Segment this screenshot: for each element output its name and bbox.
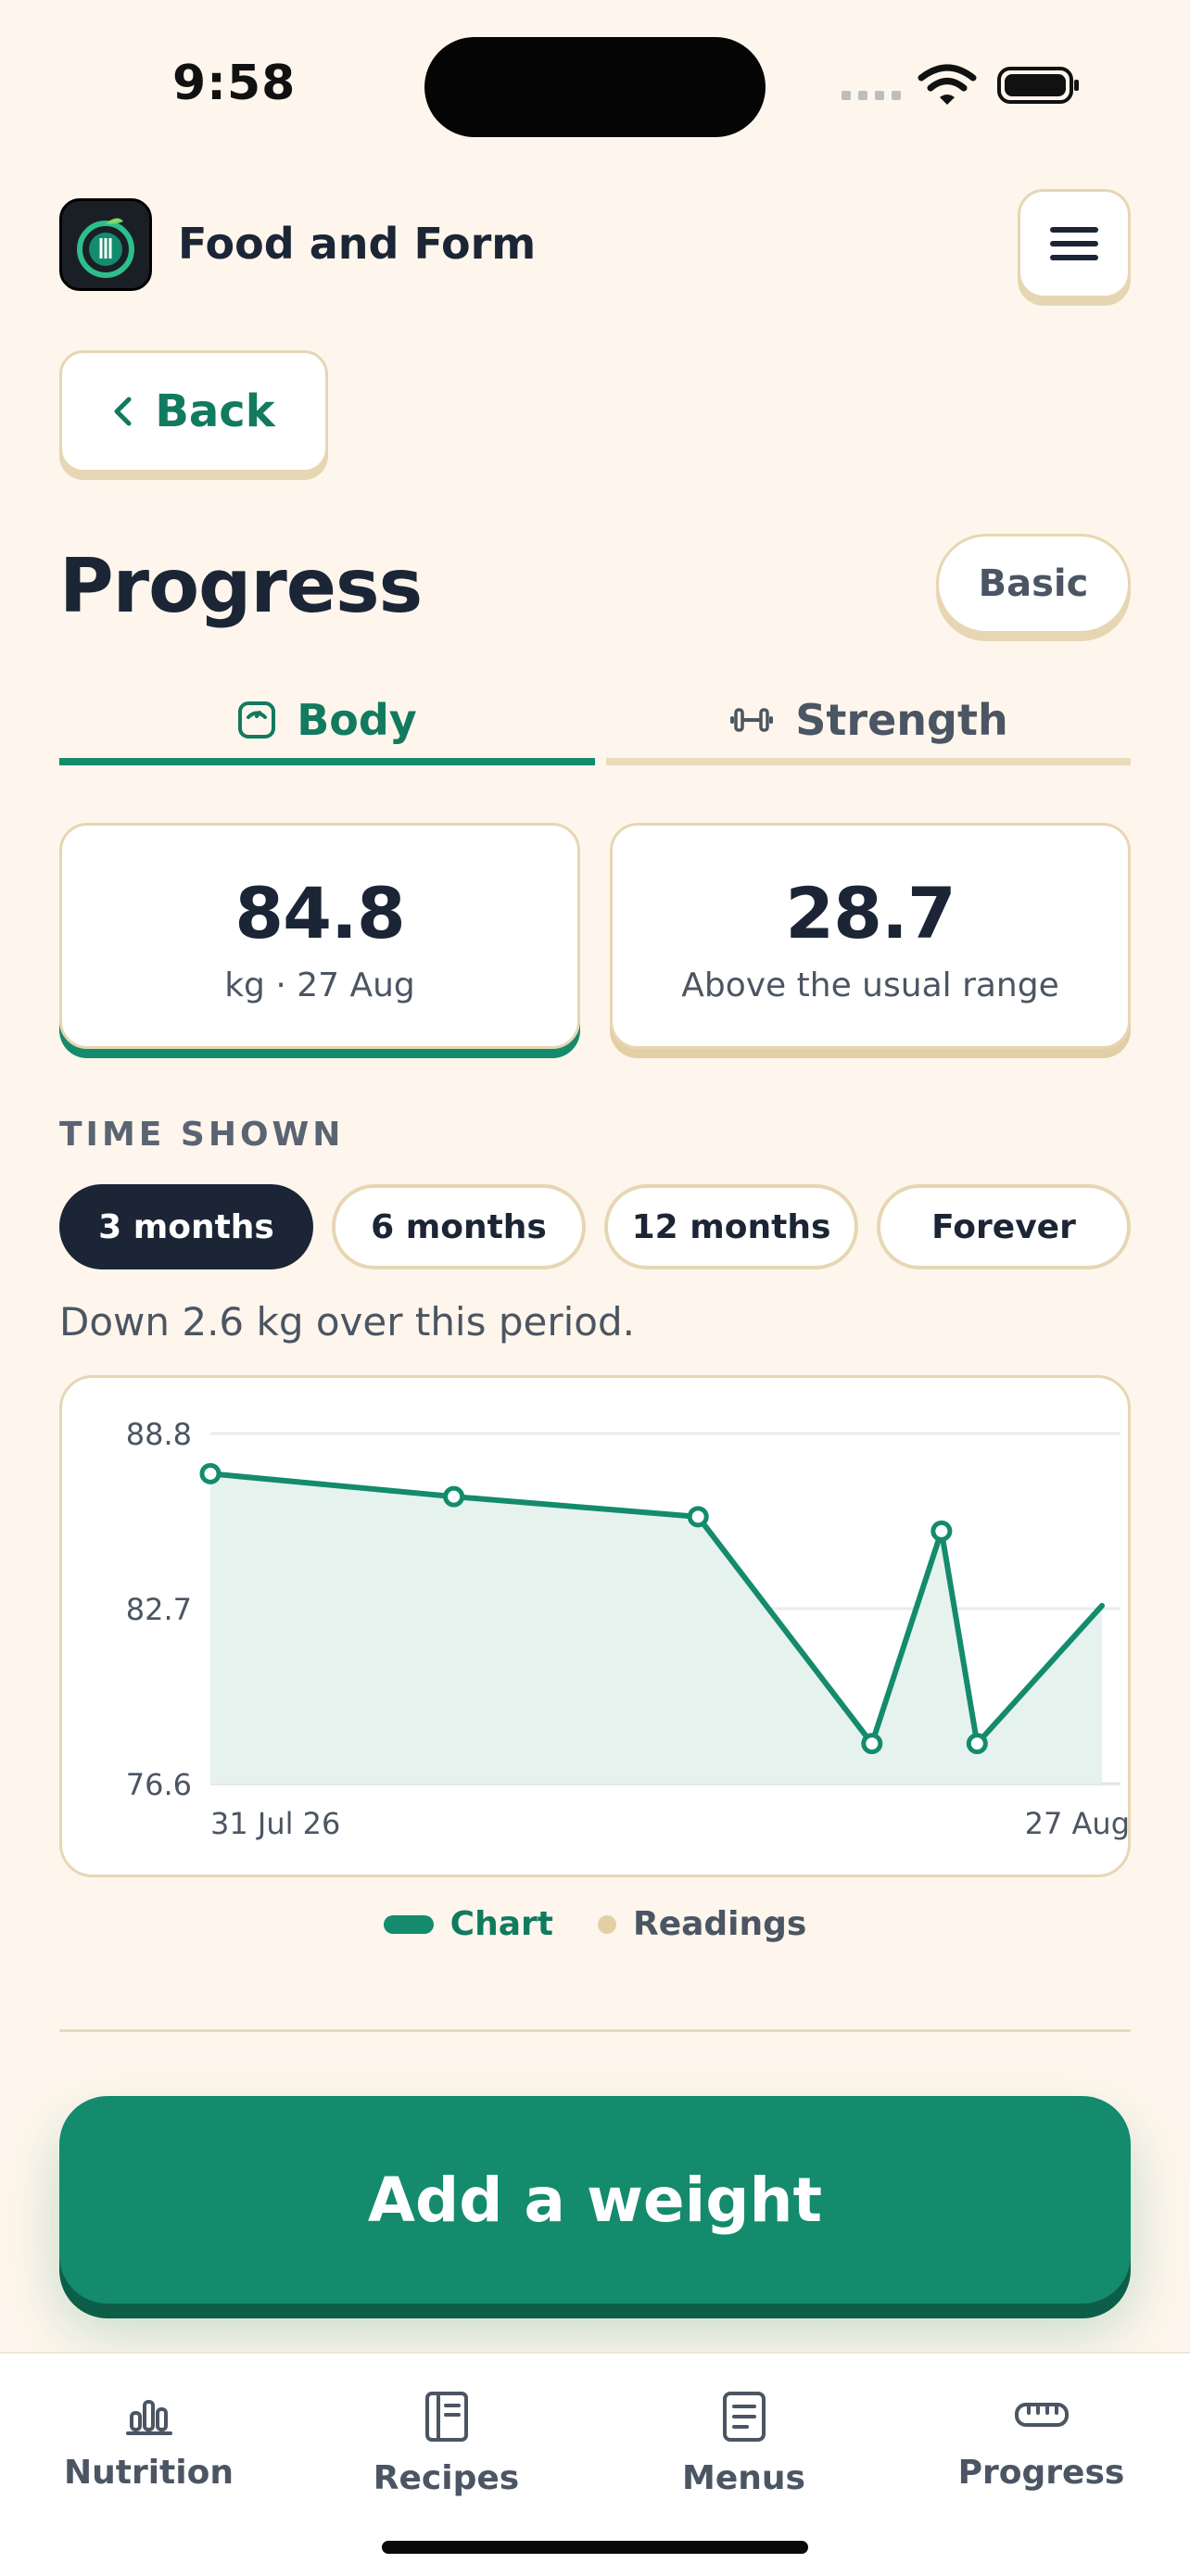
- legend-label-readings: Readings: [632, 1905, 807, 1943]
- y-tick-label: 76.6: [126, 1767, 192, 1802]
- chart-point: [966, 1733, 988, 1755]
- x-tick-label: 27 Aug: [1025, 1806, 1130, 1841]
- chart-legend: Chart Readings: [0, 1905, 1190, 1943]
- bmi-stat-card: 28.7 Above the usual range: [610, 823, 1131, 1049]
- plan-badge[interactable]: Basic: [936, 534, 1131, 634]
- chart-area: [210, 1473, 1102, 1784]
- nav-item-nutrition[interactable]: Nutrition: [0, 2391, 298, 2492]
- legend-line-swatch: [383, 1914, 434, 1934]
- weight-value: 84.8: [234, 872, 406, 954]
- nav-label-recipes: Recipes: [373, 2459, 520, 2497]
- signal-icon: [842, 91, 901, 100]
- legend-dot-swatch: [597, 1914, 616, 1934]
- legend-label-chart: Chart: [449, 1905, 553, 1943]
- tab-body-label: Body: [297, 695, 417, 745]
- add-weight-button[interactable]: Add a weight: [59, 2096, 1131, 2304]
- scale-icon: [238, 701, 276, 739]
- chart-point: [930, 1520, 953, 1542]
- weight-chart: 88.8 82.7 76.6 31 Jul 26 27 Aug: [59, 1375, 1131, 1877]
- legend-item-readings: Readings: [597, 1905, 807, 1943]
- section-divider: [59, 2029, 1131, 2032]
- nav-label-nutrition: Nutrition: [64, 2454, 234, 2492]
- range-chip-forever[interactable]: Forever: [877, 1184, 1131, 1269]
- nav-item-recipes[interactable]: Recipes: [298, 2391, 595, 2497]
- legend-item-chart: Chart: [383, 1905, 553, 1943]
- menu-button[interactable]: [1018, 189, 1131, 298]
- tab-body[interactable]: Body: [59, 682, 595, 765]
- app-title: Food and Form: [178, 219, 537, 269]
- battery-icon: [997, 67, 1079, 104]
- page-title: Progress: [59, 543, 423, 629]
- document-icon: [722, 2392, 766, 2442]
- tab-strength-label: Strength: [795, 695, 1008, 745]
- period-summary: Down 2.6 kg over this period.: [59, 1299, 635, 1345]
- tab-strength[interactable]: Strength: [606, 682, 1131, 765]
- chart-point: [443, 1485, 465, 1508]
- x-tick-label: 31 Jul 26: [210, 1806, 340, 1841]
- time-shown-label: TIME SHOWN: [59, 1116, 345, 1154]
- measuring-tape-icon: [1014, 2403, 1069, 2427]
- nav-label-menus: Menus: [682, 2459, 805, 2497]
- weight-stat-card: 84.8 kg · 27 Aug: [59, 823, 580, 1049]
- back-button[interactable]: Back: [59, 350, 328, 473]
- book-icon: [424, 2392, 468, 2442]
- bar-chart-icon: [125, 2400, 172, 2435]
- weight-label: kg · 27 Aug: [224, 966, 415, 1004]
- chevron-left-icon: [114, 397, 132, 426]
- dynamic-island: [424, 37, 766, 137]
- home-indicator: [382, 2541, 808, 2554]
- chart-point: [199, 1462, 222, 1484]
- range-chip-12-months[interactable]: 12 months: [604, 1184, 858, 1269]
- chart-point: [687, 1506, 709, 1528]
- bottom-nav: Nutrition Recipes Menus Progress: [0, 2352, 1190, 2576]
- y-tick-label: 88.8: [126, 1417, 192, 1452]
- wifi-icon: [918, 63, 977, 111]
- app-logo-icon: [59, 198, 152, 291]
- range-chip-6-months[interactable]: 6 months: [332, 1184, 586, 1269]
- dumbbell-icon: [730, 708, 774, 732]
- nav-label-progress: Progress: [957, 2454, 1125, 2492]
- chart-point: [861, 1733, 883, 1755]
- range-chip-3-months[interactable]: 3 months: [59, 1184, 313, 1269]
- hamburger-menu-icon: [1050, 227, 1098, 260]
- bmi-value: 28.7: [785, 872, 956, 954]
- status-time: 9:58: [172, 56, 297, 111]
- nav-item-progress[interactable]: Progress: [892, 2391, 1190, 2492]
- bmi-label: Above the usual range: [681, 966, 1059, 1004]
- y-tick-label: 82.7: [126, 1592, 192, 1627]
- nav-item-menus[interactable]: Menus: [595, 2391, 892, 2497]
- back-label: Back: [155, 385, 275, 437]
